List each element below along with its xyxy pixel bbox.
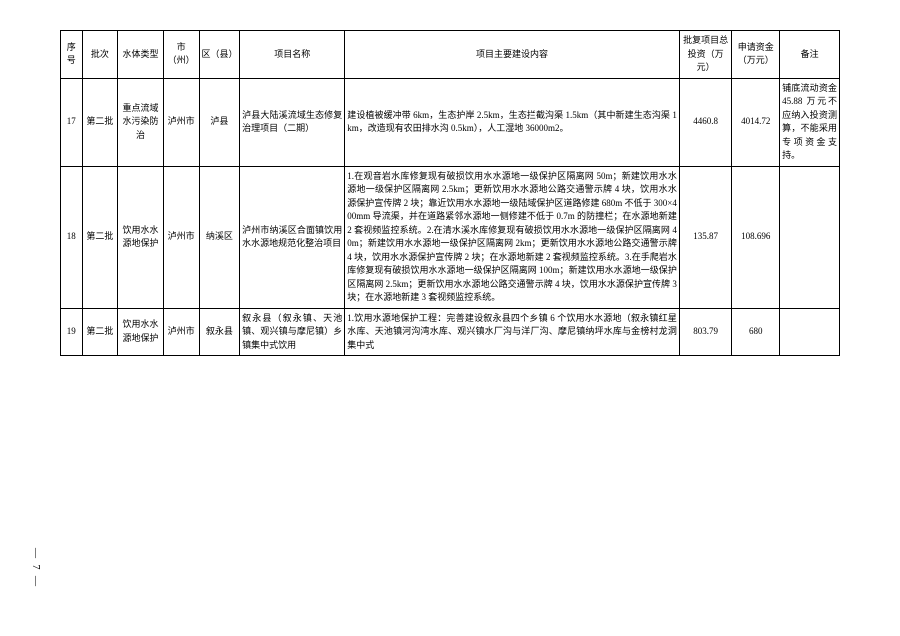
cell-type: 饮用水水源地保护 <box>118 166 163 308</box>
cell-seq: 19 <box>61 308 83 356</box>
header-county: 区（县） <box>199 31 240 79</box>
cell-batch: 第二批 <box>82 308 118 356</box>
header-content: 项目主要建设内容 <box>345 31 680 79</box>
header-batch: 批次 <box>82 31 118 79</box>
cell-county: 叙永县 <box>199 308 240 356</box>
header-row: 序号 批次 水体类型 市（州） 区（县） 项目名称 项目主要建设内容 批复项目总… <box>61 31 840 79</box>
table-row: 18 第二批 饮用水水源地保护 泸州市 纳溪区 泸州市纳溪区合面镇饮用水水源地规… <box>61 166 840 308</box>
project-table: 序号 批次 水体类型 市（州） 区（县） 项目名称 项目主要建设内容 批复项目总… <box>60 30 840 356</box>
cell-type: 饮用水水源地保护 <box>118 308 163 356</box>
header-seq: 序号 <box>61 31 83 79</box>
cell-investment: 4460.8 <box>679 78 732 166</box>
cell-apply: 108.696 <box>732 166 780 308</box>
header-apply: 申请资金（万元） <box>732 31 780 79</box>
cell-batch: 第二批 <box>82 166 118 308</box>
cell-type: 重点流域水污染防治 <box>118 78 163 166</box>
cell-apply: 680 <box>732 308 780 356</box>
cell-city: 泸州市 <box>163 78 199 166</box>
table-row: 19 第二批 饮用水水源地保护 泸州市 叙永县 叙永县（叙永镇、天池镇、观兴镇与… <box>61 308 840 356</box>
cell-remark: 铺底流动资金 45.88 万元不应纳入投资测算，不能采用专项资金支持。 <box>780 78 840 166</box>
cell-project: 泸州市纳溪区合面镇饮用水水源地规范化整治项目 <box>240 166 345 308</box>
cell-project: 泸县大陆溪流域生态修复治理项目（二期） <box>240 78 345 166</box>
cell-apply: 4014.72 <box>732 78 780 166</box>
cell-investment: 803.79 <box>679 308 732 356</box>
cell-batch: 第二批 <box>82 78 118 166</box>
cell-seq: 17 <box>61 78 83 166</box>
cell-investment: 135.87 <box>679 166 732 308</box>
cell-project: 叙永县（叙永镇、天池镇、观兴镇与摩尼镇）乡镇集中式饮用 <box>240 308 345 356</box>
table-row: 17 第二批 重点流域水污染防治 泸州市 泸县 泸县大陆溪流域生态修复治理项目（… <box>61 78 840 166</box>
header-project: 项目名称 <box>240 31 345 79</box>
cell-content: 1.在观音岩水库修复现有破损饮用水水源地一级保护区隔离网 50m；新建饮用水水源… <box>345 166 680 308</box>
cell-remark <box>780 166 840 308</box>
cell-remark <box>780 308 840 356</box>
cell-county: 泸县 <box>199 78 240 166</box>
header-type: 水体类型 <box>118 31 163 79</box>
cell-city: 泸州市 <box>163 166 199 308</box>
cell-content: 建设植被缓冲带 6km，生态护岸 2.5km，生态拦截沟渠 1.5km（其中新建… <box>345 78 680 166</box>
cell-city: 泸州市 <box>163 308 199 356</box>
cell-content: 1.饮用水源地保护工程：完善建设叙永县四个乡镇 6 个饮用水水源地（叙永镇红星水… <box>345 308 680 356</box>
header-city: 市（州） <box>163 31 199 79</box>
header-investment: 批复项目总投资（万元） <box>679 31 732 79</box>
cell-county: 纳溪区 <box>199 166 240 308</box>
page-number: — 7 — <box>30 548 41 588</box>
cell-seq: 18 <box>61 166 83 308</box>
header-remark: 备注 <box>780 31 840 79</box>
